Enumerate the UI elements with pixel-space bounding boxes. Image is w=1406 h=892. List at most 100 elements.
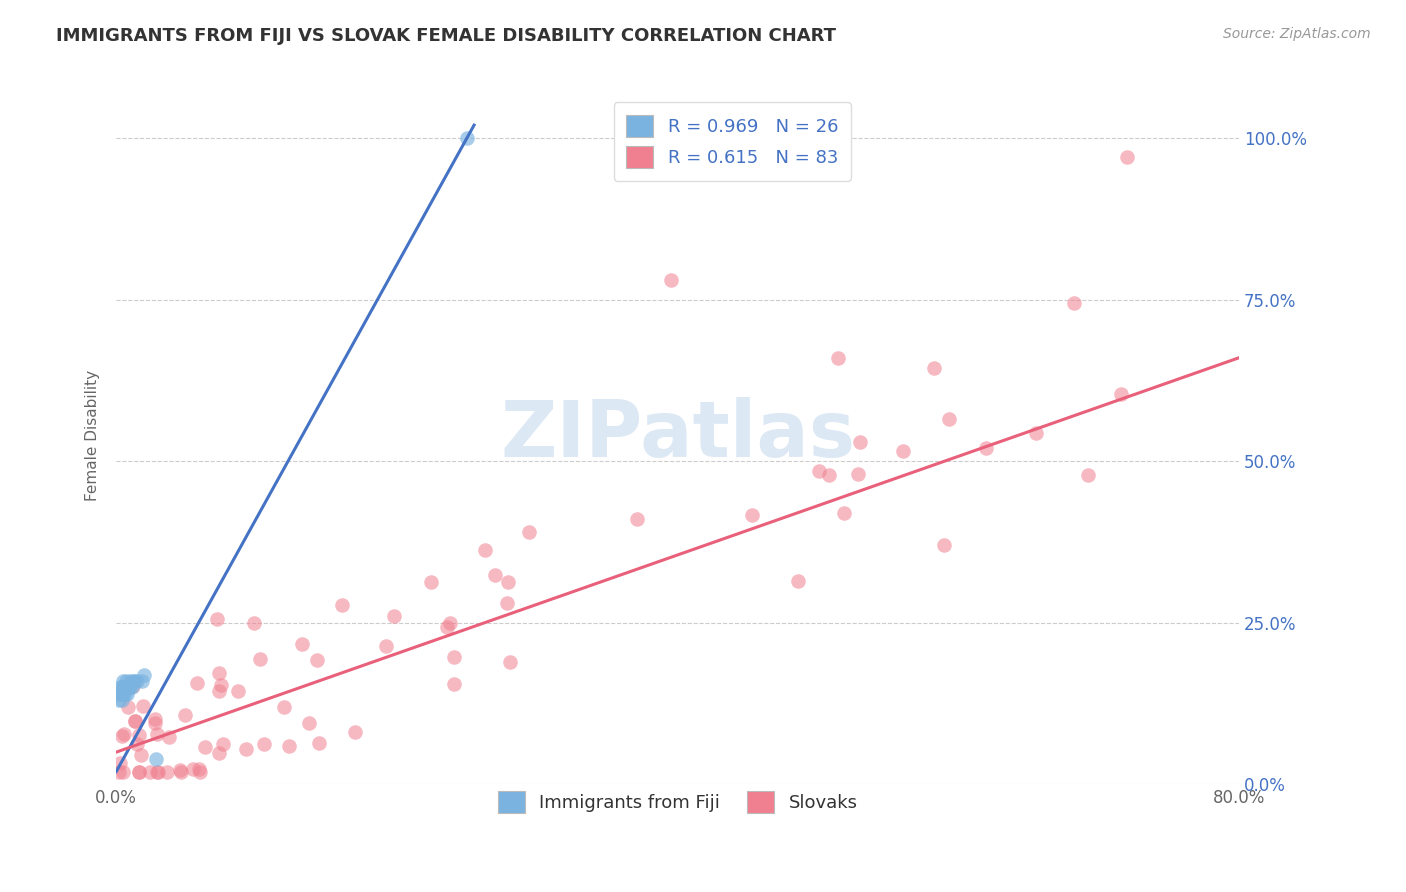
Point bbox=[849, 434, 872, 449]
Point bbox=[111, 687, 134, 701]
Point bbox=[112, 673, 135, 688]
Point bbox=[143, 716, 166, 731]
Point bbox=[205, 612, 228, 626]
Point bbox=[420, 575, 443, 590]
Point bbox=[114, 681, 136, 695]
Y-axis label: Female Disability: Female Disability bbox=[86, 370, 100, 501]
Point bbox=[305, 653, 328, 667]
Point bbox=[1115, 151, 1137, 165]
Point bbox=[498, 575, 520, 590]
Point bbox=[291, 637, 314, 651]
Point bbox=[111, 681, 134, 695]
Point bbox=[827, 351, 849, 365]
Point bbox=[112, 681, 135, 695]
Point bbox=[124, 714, 146, 728]
Point bbox=[127, 673, 149, 688]
Text: IMMIGRANTS FROM FIJI VS SLOVAK FEMALE DISABILITY CORRELATION CHART: IMMIGRANTS FROM FIJI VS SLOVAK FEMALE DI… bbox=[56, 27, 837, 45]
Point bbox=[211, 737, 233, 751]
Point bbox=[517, 524, 540, 539]
Point bbox=[436, 620, 458, 634]
Point bbox=[110, 729, 132, 743]
Point bbox=[344, 724, 367, 739]
Point bbox=[110, 681, 132, 695]
Point bbox=[308, 736, 330, 750]
Point bbox=[848, 467, 870, 481]
Point bbox=[120, 681, 142, 695]
Point bbox=[117, 687, 139, 701]
Point bbox=[108, 693, 131, 707]
Point bbox=[496, 596, 519, 610]
Point bbox=[170, 764, 193, 779]
Point bbox=[1063, 295, 1085, 310]
Point bbox=[243, 616, 266, 631]
Point bbox=[186, 676, 208, 690]
Point bbox=[132, 698, 155, 713]
Point bbox=[134, 667, 156, 681]
Point bbox=[124, 714, 146, 728]
Point bbox=[443, 677, 465, 691]
Point bbox=[145, 751, 167, 765]
Point bbox=[181, 763, 204, 777]
Point bbox=[117, 681, 139, 695]
Point bbox=[832, 506, 855, 520]
Point bbox=[120, 673, 142, 688]
Point bbox=[115, 681, 138, 695]
Point bbox=[112, 727, 135, 741]
Point bbox=[139, 764, 162, 779]
Point bbox=[157, 731, 180, 745]
Point bbox=[108, 756, 131, 771]
Point bbox=[498, 655, 520, 669]
Point bbox=[1077, 467, 1099, 482]
Text: Source: ZipAtlas.com: Source: ZipAtlas.com bbox=[1223, 27, 1371, 41]
Point bbox=[249, 652, 271, 666]
Point bbox=[374, 640, 396, 654]
Point bbox=[128, 727, 150, 741]
Point bbox=[112, 687, 135, 701]
Point bbox=[148, 764, 170, 779]
Point bbox=[118, 681, 141, 695]
Point bbox=[456, 131, 478, 145]
Point bbox=[129, 747, 152, 762]
Point bbox=[787, 574, 810, 588]
Point bbox=[146, 764, 169, 779]
Point bbox=[146, 727, 169, 741]
Point bbox=[382, 608, 405, 623]
Point bbox=[226, 684, 249, 698]
Point bbox=[741, 508, 763, 523]
Point bbox=[117, 700, 139, 714]
Point bbox=[187, 762, 209, 776]
Point bbox=[114, 687, 136, 701]
Point bbox=[169, 764, 191, 778]
Point bbox=[207, 746, 229, 760]
Point bbox=[932, 538, 955, 552]
Point bbox=[111, 693, 134, 707]
Point bbox=[235, 742, 257, 756]
Point bbox=[111, 764, 134, 779]
Point bbox=[131, 673, 153, 688]
Point bbox=[817, 467, 839, 482]
Point bbox=[208, 684, 231, 698]
Point bbox=[253, 737, 276, 751]
Point bbox=[208, 666, 231, 681]
Point bbox=[128, 764, 150, 779]
Point bbox=[127, 737, 149, 751]
Point bbox=[330, 598, 353, 612]
Point bbox=[110, 687, 132, 701]
Point bbox=[891, 444, 914, 458]
Point bbox=[143, 712, 166, 726]
Point bbox=[128, 764, 150, 779]
Point bbox=[122, 679, 145, 693]
Point bbox=[124, 673, 146, 688]
Point bbox=[443, 649, 465, 664]
Point bbox=[122, 673, 145, 688]
Point bbox=[194, 739, 217, 754]
Point bbox=[273, 700, 295, 714]
Point bbox=[484, 568, 506, 582]
Point bbox=[121, 681, 143, 695]
Text: ZIPatlas: ZIPatlas bbox=[501, 398, 855, 474]
Legend: Immigrants from Fiji, Slovaks: Immigrants from Fiji, Slovaks bbox=[486, 780, 869, 824]
Point bbox=[209, 678, 232, 692]
Point bbox=[277, 739, 299, 754]
Point bbox=[107, 764, 129, 779]
Point bbox=[474, 543, 496, 558]
